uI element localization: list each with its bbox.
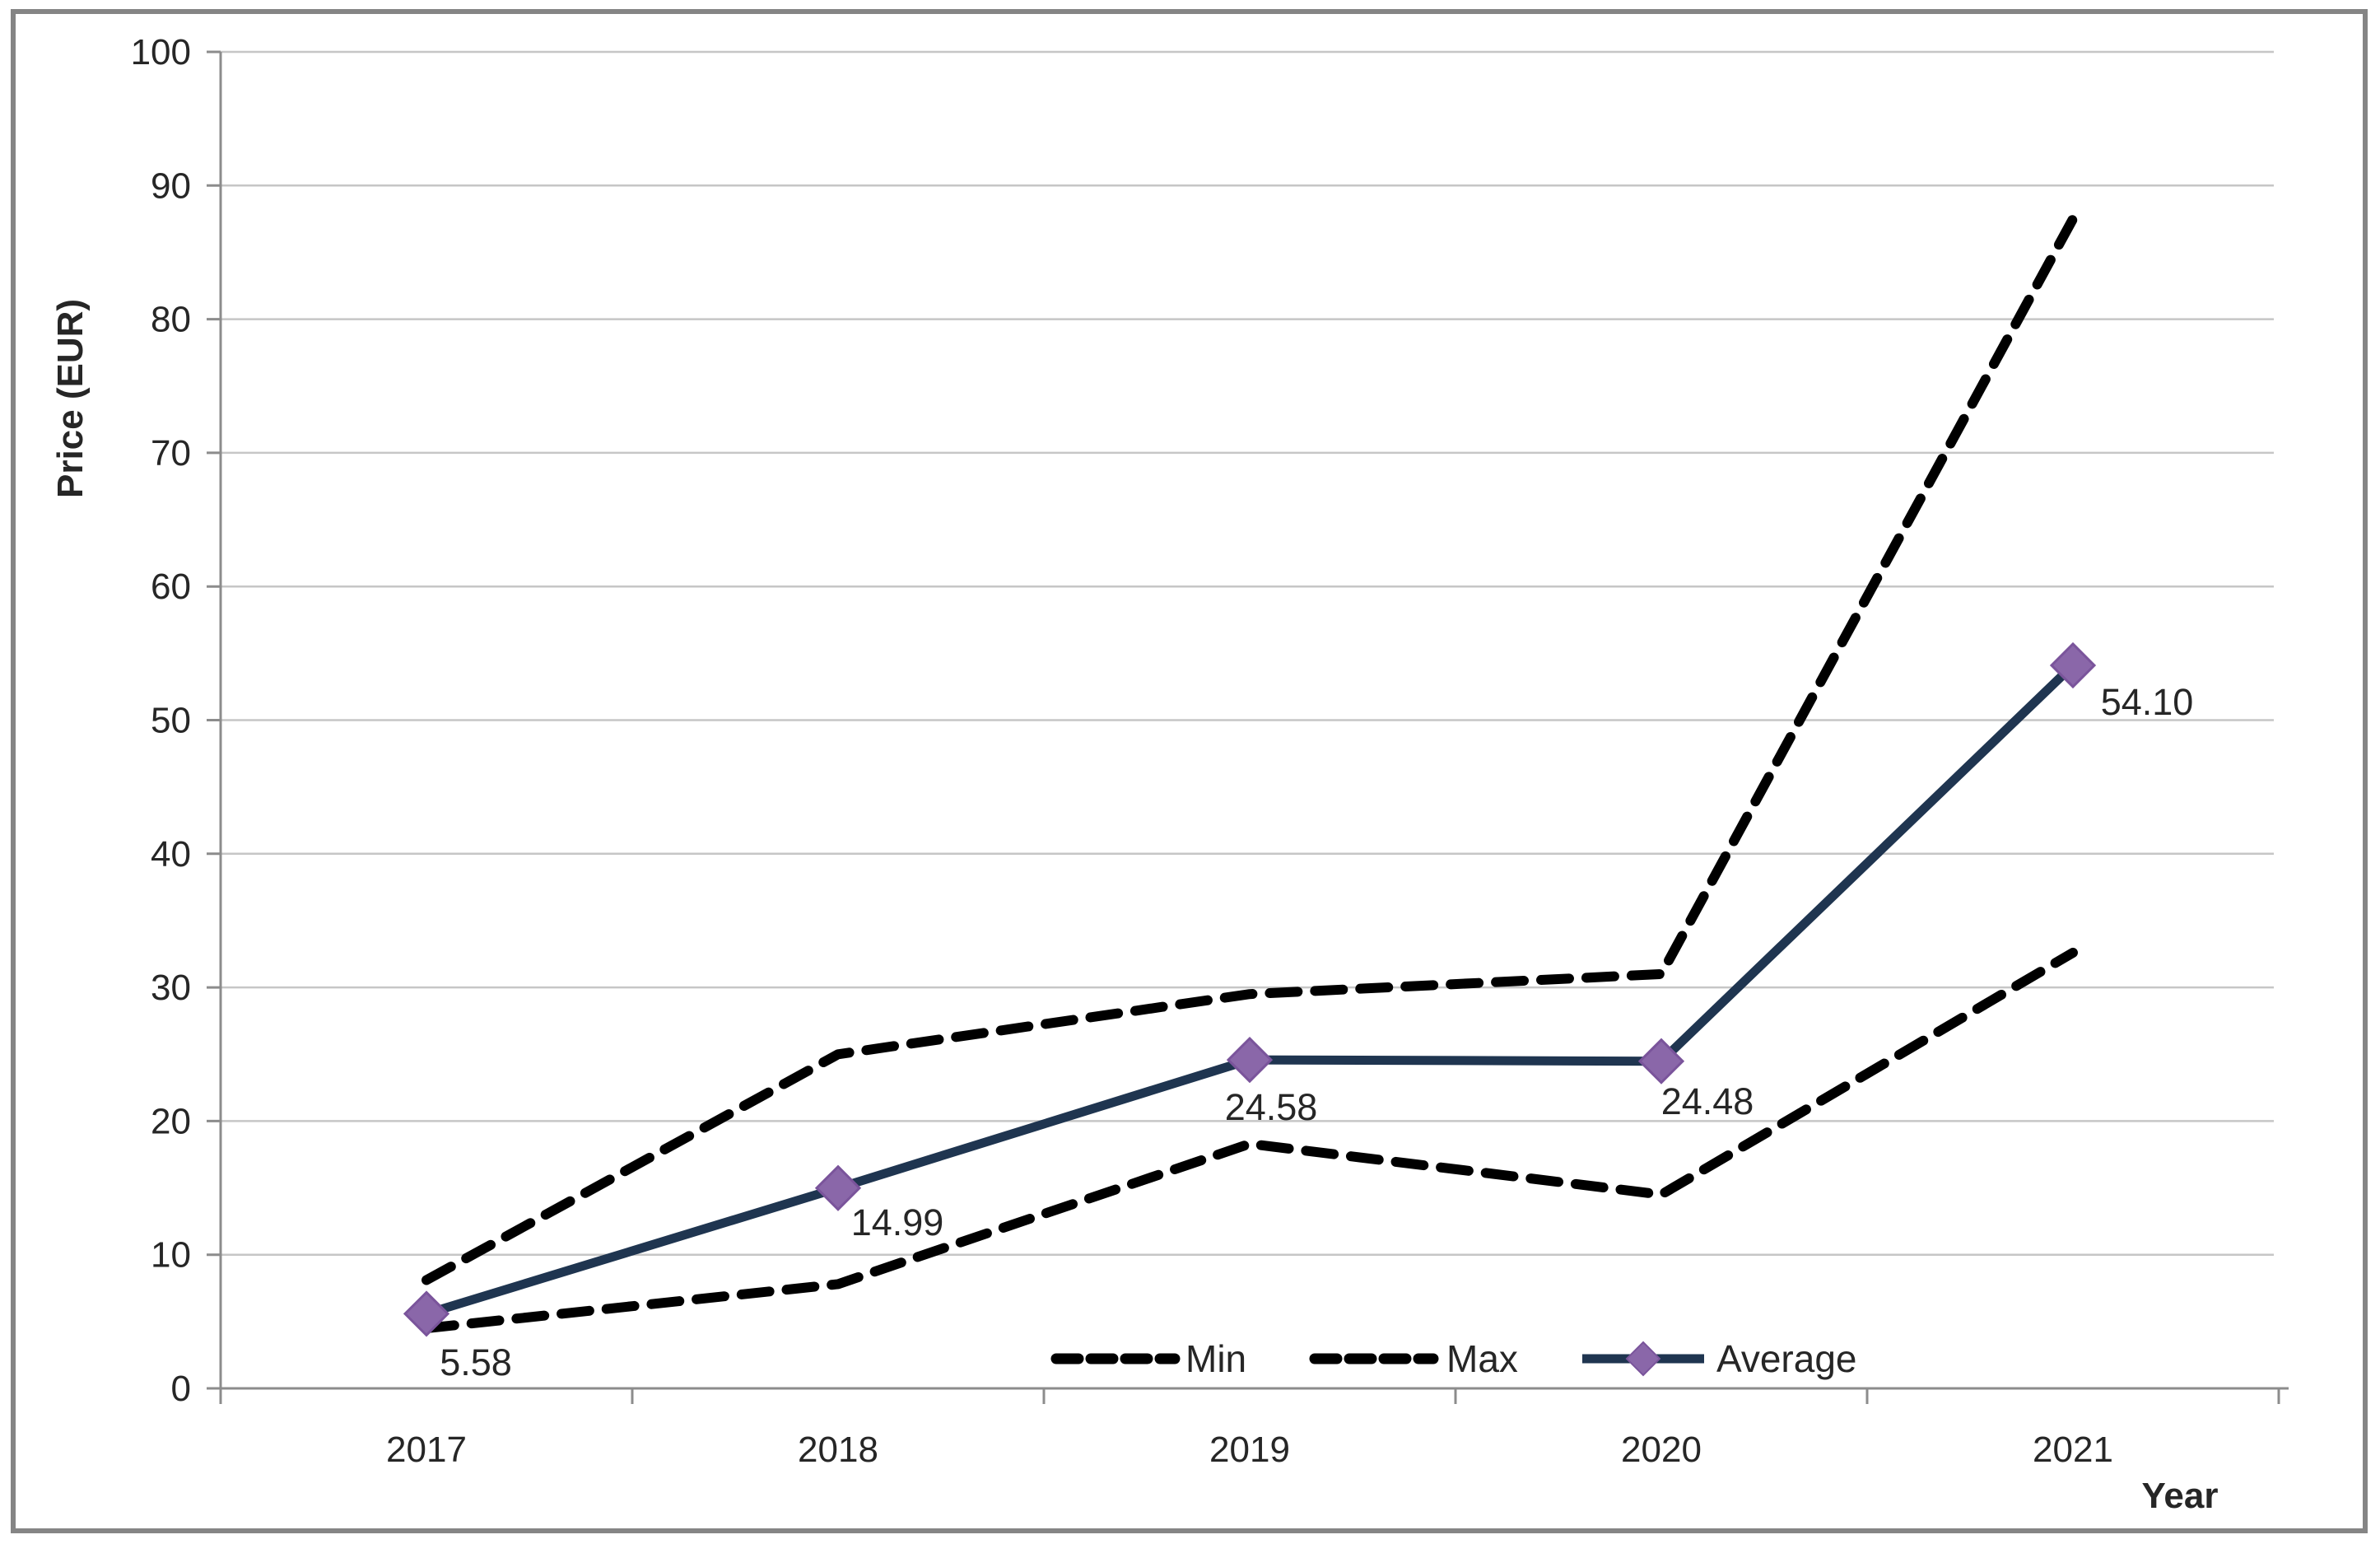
legend-item-max: Max (1309, 1337, 1518, 1380)
y-tick-label-30: 30 (151, 968, 191, 1008)
legend-average-diamond-icon (1625, 1341, 1661, 1377)
average-data-label-2018: 14.99 (851, 1201, 944, 1243)
y-tick-label-90: 90 (151, 166, 191, 206)
series-line-min (422, 947, 2078, 1333)
legend-max-label: Max (1446, 1337, 1518, 1380)
y-tick-label-10: 10 (151, 1235, 191, 1276)
x-tick-label-2021: 2021 (2033, 1430, 2113, 1470)
average-marker-2021 (2049, 641, 2097, 689)
legend-average-label: Average (1716, 1337, 1857, 1380)
average-data-label-2020: 24.48 (1661, 1080, 1754, 1122)
average-marker-2017 (403, 1290, 450, 1337)
x-tick-labels: 2017 2018 2019 2020 2021 (386, 1430, 2113, 1470)
average-data-label-2019: 24.58 (1225, 1086, 1318, 1128)
series-line-max (422, 213, 2078, 1285)
average-marker-2020 (1637, 1038, 1685, 1085)
legend-item-min: Min (1050, 1337, 1246, 1380)
y-tick-label-70: 70 (151, 433, 191, 473)
average-marker-2019 (1226, 1036, 1274, 1084)
gridlines (207, 50, 2274, 1390)
legend-min-label: Min (1185, 1337, 1246, 1380)
x-tick-label-2017: 2017 (386, 1430, 467, 1470)
x-tick-label-2018: 2018 (798, 1430, 878, 1470)
average-data-label-2017: 5.58 (440, 1341, 512, 1383)
legend-item-average: Average (1582, 1337, 1857, 1380)
y-tick-labels: 0 10 20 30 40 50 60 70 80 90 100 (131, 32, 191, 1409)
average-data-label-2021: 54.10 (2101, 681, 2194, 723)
average-marker-2018 (814, 1164, 862, 1211)
y-axis-title: Price (EUR) (50, 299, 91, 498)
figure-border (11, 9, 2368, 1533)
y-tick-label-20: 20 (151, 1101, 191, 1141)
axes (219, 52, 2289, 1404)
y-tick-label-40: 40 (151, 834, 191, 875)
y-tick-label-80: 80 (151, 300, 191, 340)
y-tick-label-50: 50 (151, 701, 191, 741)
y-tick-label-0: 0 (171, 1369, 191, 1409)
data-label-layer: 5.58 14.99 24.58 24.48 54.10 (440, 681, 2193, 1383)
y-tick-label-60: 60 (151, 567, 191, 607)
legend: Min Max Average (1050, 1337, 1857, 1380)
x-tick-label-2020: 2020 (1621, 1430, 1702, 1470)
y-tick-label-100: 100 (131, 32, 191, 72)
x-tick-label-2019: 2019 (1209, 1430, 1290, 1470)
x-axis-title: Year (2142, 1476, 2219, 1516)
series-layer (422, 213, 2078, 1333)
marker-layer (403, 641, 2097, 1337)
